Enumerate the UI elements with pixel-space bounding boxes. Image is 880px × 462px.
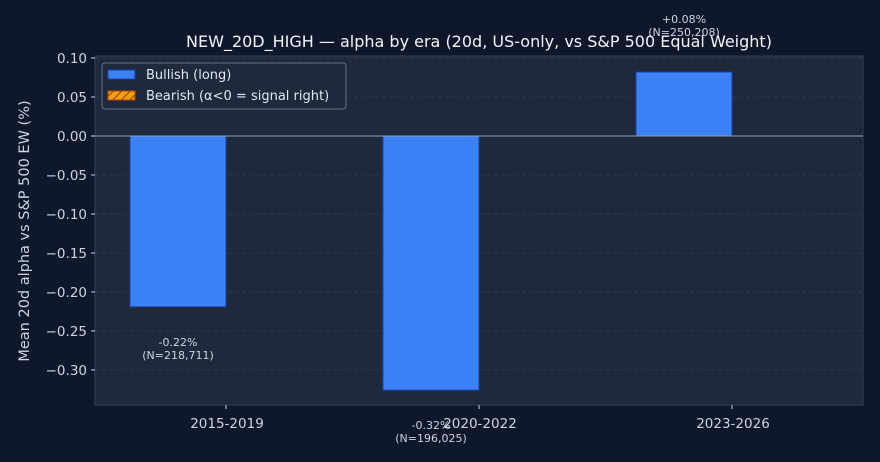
legend-swatch-bearish [107,90,136,101]
bar-n-label: (N=250,208) [648,26,720,39]
bar-value-label: -0.22% [159,336,198,349]
legend-swatch-bullish [107,69,136,80]
y-tick-label: 0.10 [57,51,87,67]
y-axis-label: Mean 20d alpha vs S&P 500 EW (%) [17,100,33,361]
bar-n-label: (N=218,711) [142,349,214,362]
bar-bullish [129,135,227,308]
y-tick-label: 0.00 [57,129,87,145]
y-tick-label: −0.30 [46,363,87,379]
bar-n-label: (N=196,025) [395,432,467,445]
x-tick-label: 2020-2022 [443,416,517,432]
y-tick-label: −0.25 [46,324,87,340]
y-tick-label: −0.20 [46,285,87,301]
bar-value-label: -0.32% [412,419,451,432]
y-tick-label: −0.10 [46,207,87,223]
legend-label-bearish: Bearish (α<0 = signal right) [146,89,329,104]
legend-box [101,62,347,110]
bars [129,71,828,391]
y-tick-label: −0.05 [46,168,87,184]
x-tick-label: 2015-2019 [190,416,264,432]
y-tick-label: −0.15 [46,246,87,262]
bar-bullish [382,135,480,391]
bar-annotations: -0.22%(N=218,711) -0.32%(N=196,025) +0.08%… [142,13,720,445]
y-tick-label: 0.05 [57,90,87,106]
y-axis: 0.10 0.05 0.00 −0.05 −0.10 −0.15 −0.20 −0.25 −0.… [46,51,95,379]
x-axis: 2015-2019 2020-2022 2023-2026 [190,405,770,432]
legend: Bullish (long) Bearish (α<0 = signal rig… [101,62,347,110]
x-tick-label: 2023-2026 [696,416,770,432]
legend-label-bullish: Bullish (long) [146,68,231,83]
chart-title: NEW_20D_HIGH — alpha by era (20d, US-onl… [186,32,772,52]
bar-bullish [635,71,733,137]
bar-value-label: +0.08% [662,13,706,26]
